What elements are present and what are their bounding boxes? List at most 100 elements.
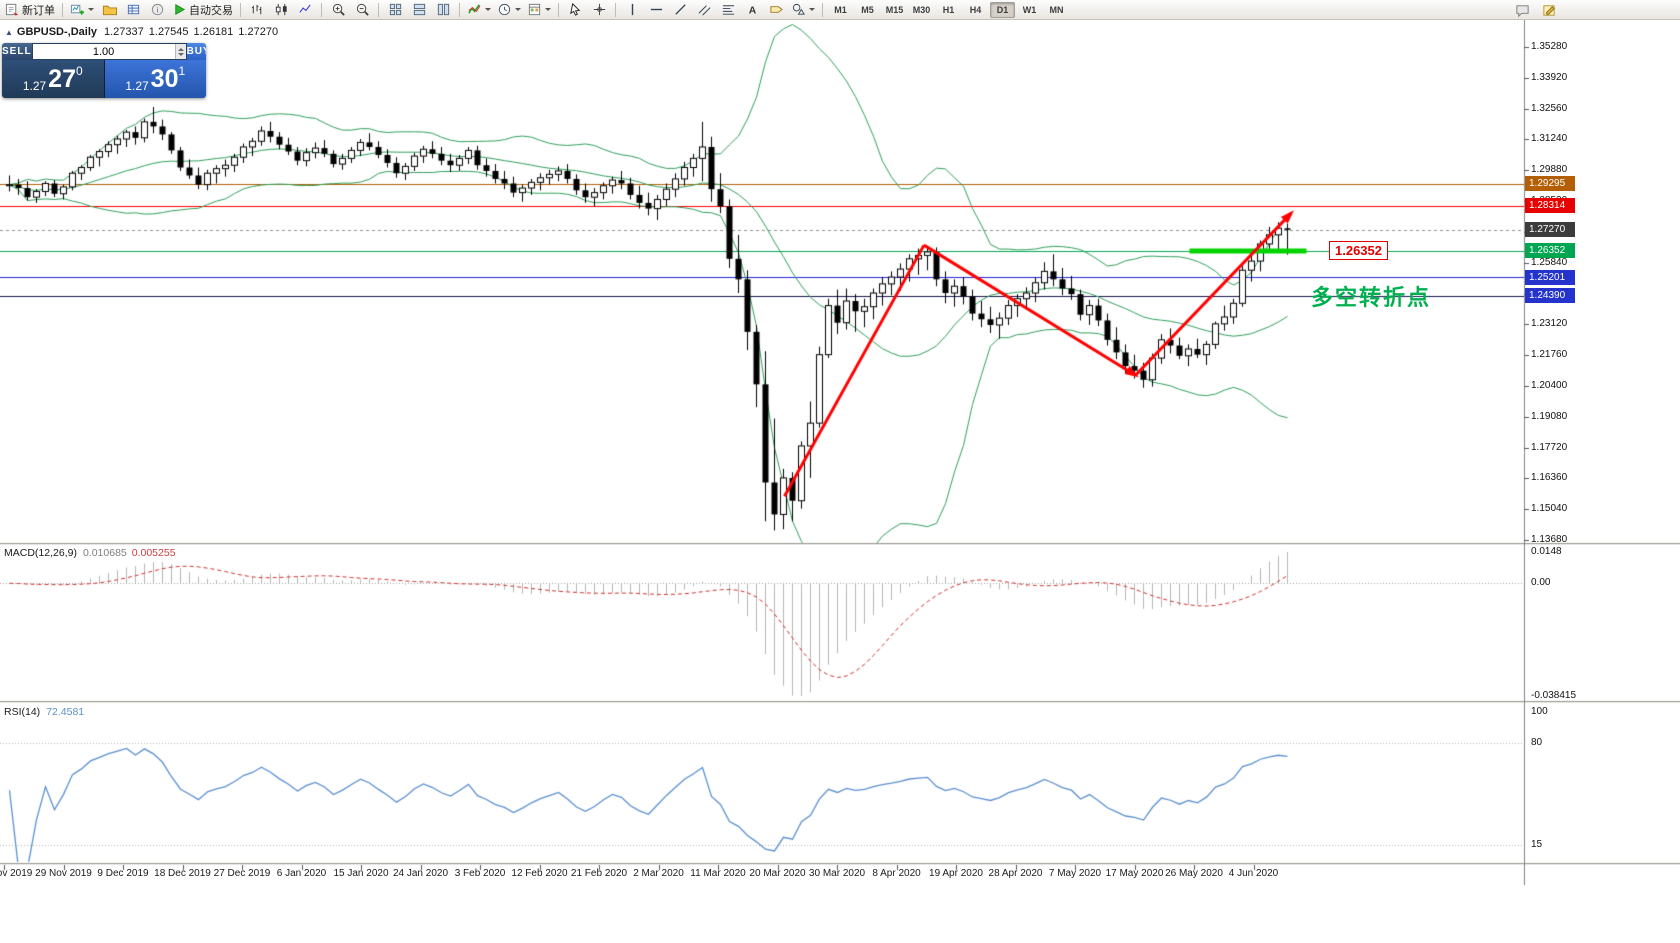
chevron-down-icon[interactable]	[545, 8, 551, 11]
indicator-axis-label: 80	[1531, 737, 1543, 749]
candlestick-mode-button[interactable]	[269, 1, 293, 19]
volume-input[interactable]	[32, 44, 175, 59]
crosshair-button[interactable]	[587, 1, 611, 19]
macd-header: MACD(12,26,9) 0.010685 0.005255	[4, 547, 176, 559]
date-label: 2 Mar 2020	[633, 868, 684, 879]
volume-down-icon[interactable]	[177, 52, 184, 56]
date-label: 29 Nov 2019	[35, 868, 92, 879]
price-axis[interactable]: 1.352801.339201.325601.312401.298801.285…	[1524, 20, 1680, 885]
timeframe-MN[interactable]: MN	[1049, 4, 1064, 15]
compose-icon	[1542, 3, 1557, 18]
tile-windows-button[interactable]	[383, 1, 407, 19]
zoom-in-button[interactable]	[326, 1, 350, 19]
date-label: 8 Apr 2020	[872, 868, 921, 879]
vline-icon	[625, 2, 640, 17]
volume-spinner[interactable]	[174, 44, 186, 59]
date-label: 30 Mar 2020	[808, 868, 866, 879]
folder-gold-icon	[102, 2, 117, 17]
sell-button[interactable]: SELL	[2, 43, 32, 60]
compose-message-button[interactable]	[1537, 1, 1561, 19]
chart-low: 1.26181	[193, 26, 234, 38]
chevron-down-icon[interactable]	[515, 8, 521, 11]
candles-icon	[274, 2, 289, 17]
new-order-button[interactable]: 新订单	[2, 1, 58, 19]
fibonacci-button[interactable]	[716, 1, 740, 19]
zoom-out-button[interactable]	[350, 1, 374, 19]
cascade-windows-button[interactable]	[407, 1, 431, 19]
equidistant-channel-button[interactable]	[692, 1, 716, 19]
info-gray-icon: i	[150, 2, 165, 17]
chevron-down-icon[interactable]	[809, 8, 815, 11]
profiles-button[interactable]	[97, 1, 121, 19]
price-axis-label: 1.15040	[1531, 503, 1568, 515]
cursor-button[interactable]	[563, 1, 587, 19]
volume-up-icon[interactable]	[177, 47, 184, 51]
price-axis-label: 1.16360	[1531, 472, 1568, 484]
price-axis-label: 1.32560	[1531, 102, 1568, 114]
timeframe-H1[interactable]: H1	[942, 4, 955, 15]
macd-title: MACD(12,26,9)	[4, 547, 77, 559]
autotrading-label: 自动交易	[189, 4, 233, 17]
buy-price-panel[interactable]: 1.27 30 1	[104, 60, 206, 98]
price-tag: 1.28314	[1525, 198, 1575, 214]
text-label-button[interactable]	[764, 1, 788, 19]
text-button[interactable]: A	[740, 1, 764, 19]
price-tag: 1.26352	[1525, 243, 1575, 259]
level-price-label[interactable]: 1.26352	[1329, 240, 1388, 260]
periods-button[interactable]	[494, 1, 524, 19]
price-axis-label: 1.25840	[1531, 256, 1568, 268]
timeframe-W1[interactable]: W1	[1022, 4, 1037, 15]
bars-icon	[250, 2, 265, 17]
sell-price-point: 0	[75, 64, 83, 78]
clock-icon	[497, 2, 512, 17]
timeframe-H4[interactable]: H4	[969, 4, 982, 15]
arrange-vertical-button[interactable]	[431, 1, 455, 19]
date-label: 18 Dec 2019	[154, 868, 211, 879]
arrange-v-icon	[436, 2, 451, 17]
autotrading-button[interactable]: 自动交易	[169, 1, 236, 19]
sell-price-pips: 27	[48, 64, 76, 93]
crosshair-icon	[592, 2, 607, 17]
hline-icon	[649, 2, 664, 17]
data-window-button[interactable]	[121, 1, 145, 19]
sell-price-panel[interactable]: 1.27 27 0	[2, 60, 105, 98]
line-chart-mode-button[interactable]	[293, 1, 317, 19]
templates-button[interactable]	[524, 1, 554, 19]
bar-chart-mode-button[interactable]	[245, 1, 269, 19]
date-label: 4 Jun 2020	[1228, 868, 1279, 879]
price-axis-label: 1.33920	[1531, 71, 1568, 83]
indicator-axis-label: 15	[1531, 839, 1543, 851]
community-chat-button[interactable]	[1510, 1, 1534, 19]
toolbar-separator	[459, 2, 460, 17]
sell-price-figure: 1.27	[22, 79, 47, 93]
date-label: 24 Jan 2020	[392, 868, 449, 879]
arrows-button[interactable]	[788, 1, 818, 19]
buy-button[interactable]: BUY	[186, 43, 206, 60]
new-chart-button[interactable]	[67, 1, 97, 19]
date-label: 19 Apr 2020	[929, 868, 983, 879]
timeframe-D1[interactable]: D1	[990, 1, 1015, 18]
textA-icon: A	[745, 2, 760, 17]
price-axis-label: 1.17720	[1531, 441, 1568, 453]
timeframe-M15[interactable]: M15	[885, 4, 904, 15]
oct-collapse-icon[interactable]: ▲	[5, 27, 13, 37]
indicator-axis-label: 0.00	[1531, 577, 1551, 589]
trendline-button[interactable]	[668, 1, 692, 19]
chevron-down-icon[interactable]	[88, 8, 94, 11]
indicators-button[interactable]	[464, 1, 494, 19]
timeframe-M30[interactable]: M30	[912, 4, 931, 15]
chevron-down-icon[interactable]	[485, 8, 491, 11]
timeframe-M1[interactable]: M1	[834, 4, 847, 15]
turning-point-annotation[interactable]: 多空转折点	[1311, 286, 1432, 312]
horizontal-line-button[interactable]	[644, 1, 668, 19]
chart-symbol-period: GBPUSD-,Daily	[16, 26, 97, 38]
toolbar: 新订单 i 自动交易 A M1 M5 M15 M30 H1 H4 D1 W1 MN	[0, 0, 1680, 20]
price-tag: 1.24390	[1525, 288, 1575, 304]
timeframe-M5[interactable]: M5	[861, 4, 874, 15]
tline-icon	[673, 2, 688, 17]
macd-signal-value: 0.005255	[131, 547, 176, 559]
vertical-line-button[interactable]	[620, 1, 644, 19]
about-button[interactable]: i	[145, 1, 169, 19]
